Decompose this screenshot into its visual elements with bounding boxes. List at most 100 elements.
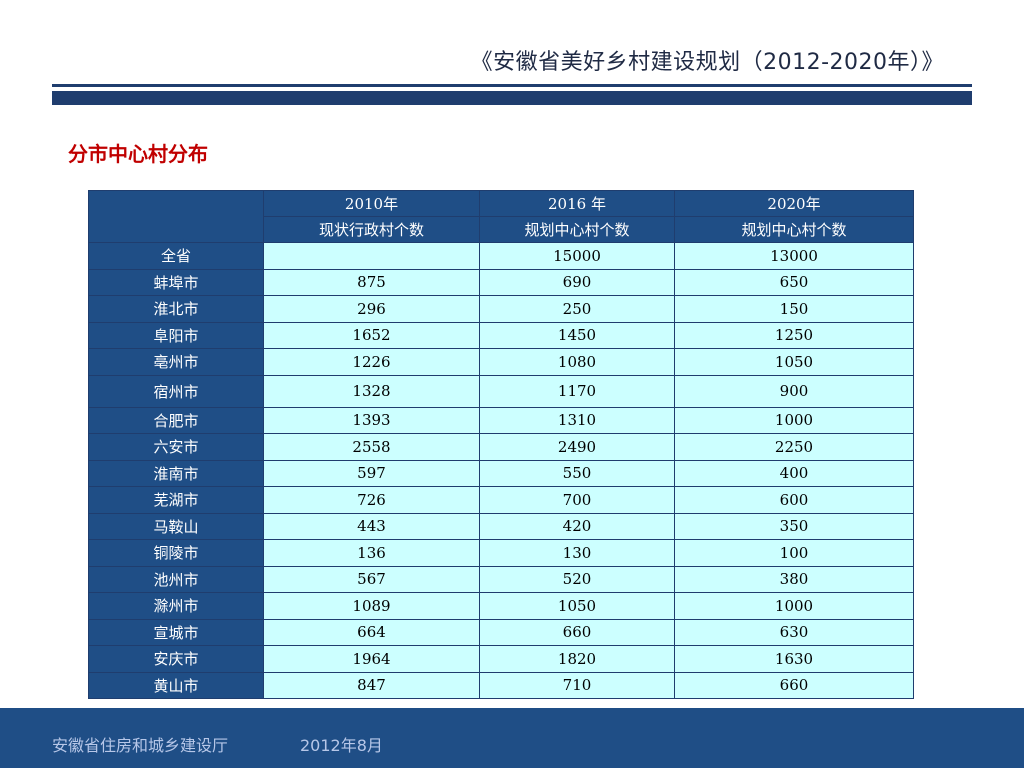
city-name-cell: 阜阳市: [88, 321, 264, 349]
value-2010-cell: 1328: [263, 374, 480, 408]
table-row: 全省 15000 13000: [88, 242, 914, 270]
table-row: 黄山市 847 710 660: [88, 671, 914, 699]
city-name-cell: 滁州市: [88, 592, 264, 620]
value-2010-cell: 136: [263, 539, 480, 567]
value-2016-cell: 1080: [479, 348, 675, 376]
document-title: 《安徽省美好乡村建设规划（2012-2020年）》: [470, 50, 944, 75]
value-2020-cell: 660: [674, 671, 914, 699]
value-2016-cell: 130: [479, 539, 675, 567]
year-header-2020: 2020年: [674, 190, 914, 217]
table-row: 亳州市 1226 1080 1050: [88, 348, 914, 376]
table-row: 池州市 567 520 380: [88, 565, 914, 593]
value-2016-cell: 1170: [479, 374, 675, 408]
value-2010-cell: 875: [263, 268, 480, 296]
value-2016-cell: 550: [479, 459, 675, 487]
value-2016-cell: 710: [479, 671, 675, 699]
value-2010-cell: 597: [263, 459, 480, 487]
city-name-cell: 黄山市: [88, 671, 264, 699]
value-2016-cell: 1820: [479, 645, 675, 673]
table-row: 滁州市 1089 1050 1000: [88, 592, 914, 620]
table-row: 宣城市 664 660 630: [88, 618, 914, 646]
footer-bar: 安徽省住房和城乡建设厅 2012年8月: [0, 708, 1024, 768]
city-name-cell: 淮北市: [88, 295, 264, 323]
value-2020-cell: 350: [674, 512, 914, 540]
value-2016-cell: 250: [479, 295, 675, 323]
city-name-cell: 合肥市: [88, 406, 264, 434]
year-header-2016: 2016 年: [479, 190, 675, 217]
table-row: 马鞍山 443 420 350: [88, 512, 914, 540]
table-row: 宿州市 1328 1170 900: [88, 374, 914, 408]
village-distribution-table: 2010年 2016 年 2020年 现状行政村个数 规划中心村个数 规划中心村…: [88, 190, 914, 699]
value-2020-cell: 2250: [674, 433, 914, 461]
value-2020-cell: 380: [674, 565, 914, 593]
value-2010-cell: 1652: [263, 321, 480, 349]
value-2020-cell: 1250: [674, 321, 914, 349]
city-name-cell: 宿州市: [88, 374, 264, 408]
subheader-planned-2020: 规划中心村个数: [674, 216, 914, 243]
table-row: 六安市 2558 2490 2250: [88, 433, 914, 461]
value-2020-cell: 13000: [674, 242, 914, 270]
header-rule-thick: [52, 91, 972, 105]
city-name-cell: 安庆市: [88, 645, 264, 673]
value-2020-cell: 1630: [674, 645, 914, 673]
footer-date: 2012年8月: [300, 736, 383, 755]
value-2016-cell: 420: [479, 512, 675, 540]
section-title: 分市中心村分布: [68, 142, 208, 166]
value-2010-cell: 296: [263, 295, 480, 323]
corner-header-cell: [88, 190, 264, 243]
table-row: 蚌埠市 875 690 650: [88, 268, 914, 296]
year-header-2010: 2010年: [263, 190, 480, 217]
value-2020-cell: 900: [674, 374, 914, 408]
value-2020-cell: 150: [674, 295, 914, 323]
table-row: 淮南市 597 550 400: [88, 459, 914, 487]
footer-organization: 安徽省住房和城乡建设厅: [52, 736, 229, 755]
value-2010-cell: 1226: [263, 348, 480, 376]
value-2016-cell: 690: [479, 268, 675, 296]
value-2016-cell: 520: [479, 565, 675, 593]
value-2016-cell: 15000: [479, 242, 675, 270]
value-2016-cell: 1050: [479, 592, 675, 620]
table-row: 阜阳市 1652 1450 1250: [88, 321, 914, 349]
city-name-cell: 淮南市: [88, 459, 264, 487]
value-2020-cell: 630: [674, 618, 914, 646]
value-2010-cell: 664: [263, 618, 480, 646]
header-rule-thin: [52, 84, 972, 87]
city-name-cell: 蚌埠市: [88, 268, 264, 296]
value-2010-cell: 2558: [263, 433, 480, 461]
value-2016-cell: 660: [479, 618, 675, 646]
city-name-cell: 宣城市: [88, 618, 264, 646]
value-2010-cell: 847: [263, 671, 480, 699]
value-2016-cell: 2490: [479, 433, 675, 461]
city-name-cell: 马鞍山: [88, 512, 264, 540]
table-row: 合肥市 1393 1310 1000: [88, 406, 914, 434]
value-2010-cell: 1964: [263, 645, 480, 673]
value-2020-cell: 1000: [674, 592, 914, 620]
table-row: 安庆市 1964 1820 1630: [88, 645, 914, 673]
value-2020-cell: 1000: [674, 406, 914, 434]
subheader-planned-2016: 规划中心村个数: [479, 216, 675, 243]
city-name-cell: 池州市: [88, 565, 264, 593]
value-2020-cell: 650: [674, 268, 914, 296]
table-row: 铜陵市 136 130 100: [88, 539, 914, 567]
value-2010-cell: 1089: [263, 592, 480, 620]
table-row: 芜湖市 726 700 600: [88, 486, 914, 514]
value-2020-cell: 600: [674, 486, 914, 514]
value-2016-cell: 1450: [479, 321, 675, 349]
value-2016-cell: 700: [479, 486, 675, 514]
city-name-cell: 六安市: [88, 433, 264, 461]
value-2010-cell: 567: [263, 565, 480, 593]
table-row: 淮北市 296 250 150: [88, 295, 914, 323]
value-2010-cell: [263, 242, 480, 270]
value-2016-cell: 1310: [479, 406, 675, 434]
value-2020-cell: 1050: [674, 348, 914, 376]
city-name-cell: 全省: [88, 242, 264, 270]
value-2020-cell: 100: [674, 539, 914, 567]
value-2020-cell: 400: [674, 459, 914, 487]
city-name-cell: 芜湖市: [88, 486, 264, 514]
value-2010-cell: 726: [263, 486, 480, 514]
value-2010-cell: 443: [263, 512, 480, 540]
city-name-cell: 亳州市: [88, 348, 264, 376]
city-name-cell: 铜陵市: [88, 539, 264, 567]
subheader-existing-villages: 现状行政村个数: [263, 216, 480, 243]
value-2010-cell: 1393: [263, 406, 480, 434]
